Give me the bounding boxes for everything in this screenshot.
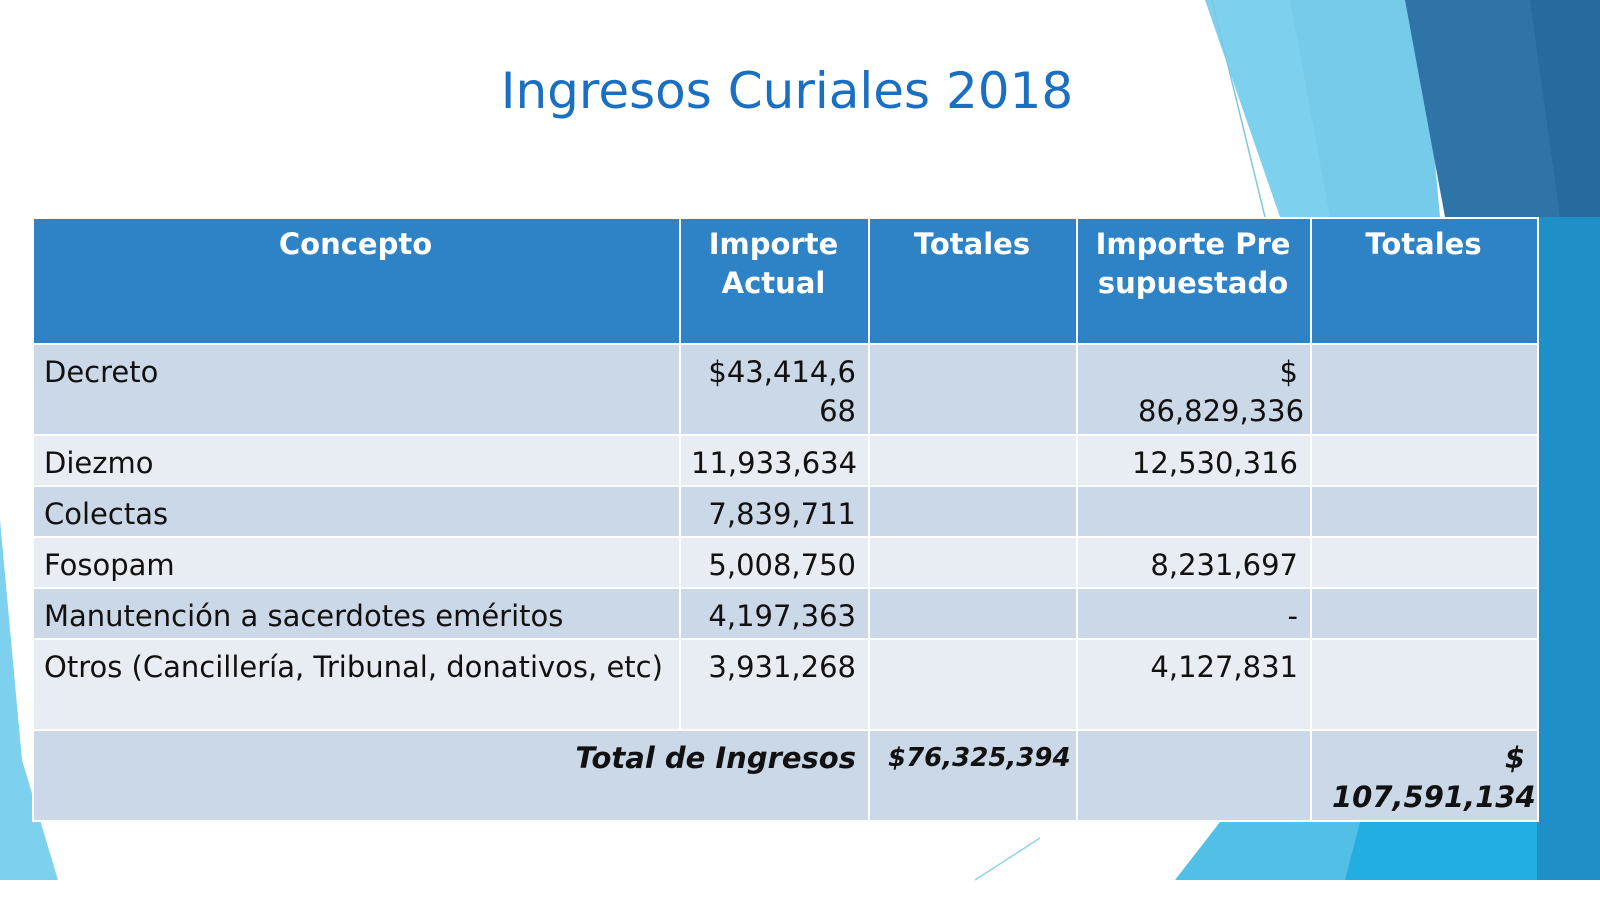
cell-totales [868,485,1078,538]
cell-concepto: Fosopam [32,536,681,589]
cell-presupuestado: $ 86,829,336 [1076,343,1312,436]
table-row: Otros (Cancillería, Tribunal, donativos,… [32,638,1539,731]
cell-totales [868,638,1078,731]
header-row: Concepto Importe Actual Totales Importe … [32,217,1539,345]
cell-totales-2 [1310,485,1539,538]
slide-title: Ingresos Curiales 2018 [0,62,1600,120]
header-concepto: Concepto [32,217,681,345]
cell-totales-2 [1310,434,1539,487]
total-actual: $76,325,394 [868,729,1078,822]
total-empty [1076,729,1312,822]
cell-presupuestado: 8,231,697 [1076,536,1312,589]
table-row: Fosopam 5,008,750 8,231,697 [32,536,1539,589]
total-presupuestado: $ 107,591,134 [1310,729,1539,822]
cell-totales-2 [1310,587,1539,640]
cell-totales-2 [1310,536,1539,589]
header-totales: Totales [868,217,1078,345]
cell-concepto: Colectas [32,485,681,538]
table-row: Manutención a sacerdotes eméritos 4,197,… [32,587,1539,640]
slide-title-text: Ingresos Curiales 2018 [500,62,1074,120]
header-totales-2: Totales [1310,217,1539,345]
cell-totales-2 [1310,343,1539,436]
table-row: Colectas 7,839,711 [32,485,1539,538]
table-row: Decreto $43,414,668 $ 86,829,336 [32,343,1539,436]
cell-totales [868,587,1078,640]
header-importe-actual: Importe Actual [679,217,870,345]
cell-actual: 5,008,750 [679,536,870,589]
cell-concepto: Manutención a sacerdotes eméritos [32,587,681,640]
cell-presupuestado [1076,485,1312,538]
total-row: Total de Ingresos $76,325,394 $ 107,591,… [32,729,1539,822]
cell-actual: 4,197,363 [679,587,870,640]
cell-presupuestado: - [1076,587,1312,640]
cell-totales [868,343,1078,436]
cell-actual: 11,933,634 [679,434,870,487]
income-table: Concepto Importe Actual Totales Importe … [32,217,1539,822]
cell-totales-2 [1310,638,1539,731]
cell-totales [868,536,1078,589]
cell-actual: 3,931,268 [679,638,870,731]
cell-concepto: Diezmo [32,434,681,487]
total-label: Total de Ingresos [32,729,870,822]
cell-concepto: Decreto [32,343,681,436]
cell-presupuestado: 12,530,316 [1076,434,1312,487]
cell-actual: $43,414,668 [679,343,870,436]
cell-totales [868,434,1078,487]
cell-actual: 7,839,711 [679,485,870,538]
cell-presupuestado: 4,127,831 [1076,638,1312,731]
header-importe-presupuestado: Importe Presupuestado [1076,217,1312,345]
cell-concepto: Otros (Cancillería, Tribunal, donativos,… [32,638,681,731]
table-row: Diezmo 11,933,634 12,530,316 [32,434,1539,487]
